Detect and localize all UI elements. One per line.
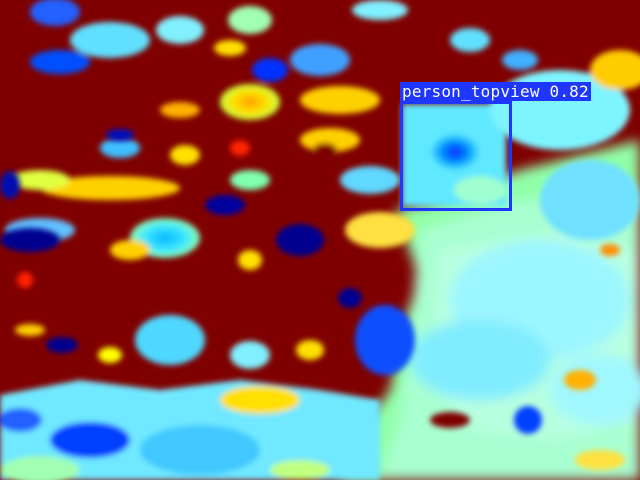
heatmap-lower-blobs: [15, 140, 625, 470]
heatmap-middle-band: [5, 128, 415, 270]
detection-label: person_topview 0.82: [400, 82, 591, 101]
heatmap-bottom-band: [0, 380, 380, 480]
detection-class-label: person_topview: [402, 82, 540, 101]
heatmap-dark-spots: [0, 129, 362, 353]
detection-score: 0.82: [549, 82, 589, 101]
heatmap-top-blobs: [30, 0, 490, 120]
heatmap-right-region: [340, 140, 640, 480]
heatmap-detection-region: [402, 104, 506, 206]
